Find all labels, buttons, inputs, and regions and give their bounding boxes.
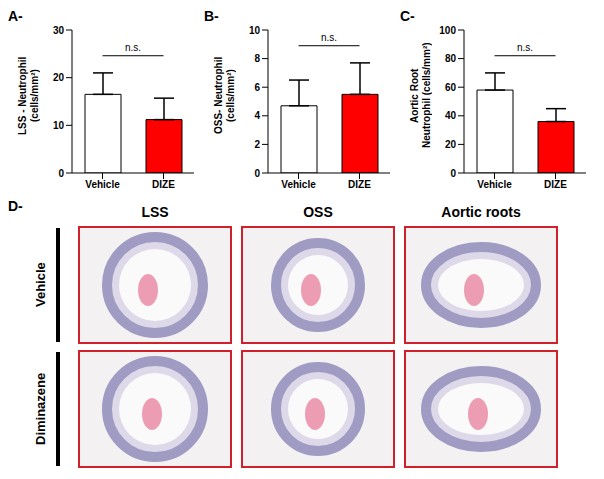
html-text:D-: D- (8, 198, 23, 214)
svg-text:40: 40 (445, 110, 457, 121)
svg-text:n.s.: n.s. (517, 42, 533, 53)
html-text:OSS: OSS (303, 204, 333, 220)
svg-text:0: 0 (254, 168, 260, 179)
html-text:A-: A- (8, 8, 23, 24)
svg-text:0: 0 (450, 168, 456, 179)
svg-text:n.s.: n.s. (321, 32, 337, 43)
svg-text:6: 6 (254, 82, 260, 93)
svg-text:4: 4 (254, 110, 260, 121)
svg-text:Vehicle: Vehicle (85, 179, 120, 190)
html-text:LSS: LSS (141, 204, 169, 220)
html-text:C-: C- (400, 8, 415, 24)
html-text:Diminazene: Diminazene (32, 372, 48, 446)
svg-text:n.s.: n.s. (125, 42, 141, 53)
svg-text:60: 60 (445, 82, 457, 93)
html-text:LSS - Neutrophil (cells/mm²): LSS - Neutrophil (cells/mm²) (17, 56, 40, 135)
svg-text:10: 10 (249, 25, 261, 36)
html-text:Aortic roots: Aortic roots (441, 204, 521, 220)
svg-text:0: 0 (58, 168, 64, 179)
svg-text:30: 30 (53, 25, 65, 36)
svg-text:Vehicle: Vehicle (477, 179, 512, 190)
html-text:B-: B- (204, 8, 219, 24)
svg-text:DIZE: DIZE (544, 179, 567, 190)
svg-text:8: 8 (254, 53, 260, 64)
svg-text:DIZE: DIZE (348, 179, 371, 190)
html-text:Vehicle: Vehicle (32, 262, 48, 308)
svg-text:DIZE: DIZE (152, 179, 175, 190)
html-text:Aortic Root Neutrophil (cells/: Aortic Root Neutrophil (cells/mm²) (409, 42, 432, 149)
svg-text:80: 80 (445, 53, 457, 64)
svg-text:20: 20 (445, 139, 457, 150)
html-text:OSS- Neutrophil (cells/mm²): OSS- Neutrophil (cells/mm²) (213, 56, 236, 135)
svg-text:10: 10 (53, 120, 65, 131)
svg-text:100: 100 (439, 25, 456, 36)
svg-text:20: 20 (53, 72, 65, 83)
svg-text:Vehicle: Vehicle (281, 179, 316, 190)
svg-text:2: 2 (254, 139, 260, 150)
